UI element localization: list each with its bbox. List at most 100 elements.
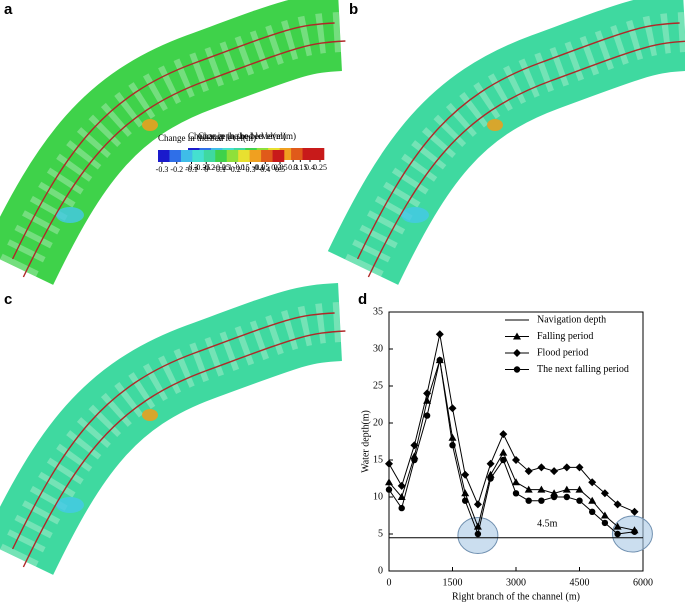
- colorbar-cell: [158, 150, 170, 162]
- colorbar-cell: [291, 148, 303, 160]
- colorbar-cell: [169, 150, 182, 162]
- colorbar-tick-label: -0.3: [156, 165, 169, 174]
- channel-line: [22, 330, 346, 568]
- colorbar-tick-label: 0.2: [231, 165, 241, 174]
- y-tick-label: 15: [373, 454, 383, 465]
- marker: [588, 496, 597, 504]
- legend-label: Navigation depth: [537, 314, 606, 325]
- y-tick-label: 30: [373, 343, 383, 354]
- x-axis-label: Right branch of the channel (m): [452, 591, 580, 602]
- marker: [462, 497, 469, 504]
- colorbar-cell: [302, 148, 315, 160]
- colorbar-tick-label: -0.1: [219, 163, 232, 172]
- colorbar-title: Change in the bed level(m): [158, 133, 256, 143]
- marker: [513, 349, 521, 357]
- marker: [512, 490, 520, 497]
- colorbar-tick-label: -0.2: [203, 163, 216, 172]
- colorbar-title: Change in the bed level(m): [198, 131, 296, 141]
- marker: [410, 441, 419, 450]
- scour-zone: [56, 207, 84, 223]
- colorbar-tick-label: 0.5: [275, 165, 285, 174]
- marker: [512, 456, 520, 464]
- contour-line: [0, 12, 342, 277]
- marker: [589, 508, 596, 515]
- deposit-zone: [142, 119, 158, 131]
- marker: [423, 412, 431, 419]
- marker: [537, 485, 546, 493]
- colorbar-tick-label: 0: [241, 163, 245, 172]
- colorbar-tick-label: -0.2: [170, 165, 183, 174]
- marker: [398, 504, 405, 512]
- marker: [614, 530, 621, 538]
- marker: [550, 493, 558, 501]
- marker: [630, 507, 639, 516]
- channel-line: [356, 22, 680, 260]
- marker: [397, 493, 406, 500]
- marker: [435, 330, 444, 339]
- marker: [576, 497, 583, 504]
- marker: [575, 463, 584, 472]
- series-line: [388, 334, 635, 513]
- marker: [448, 433, 457, 441]
- river-bed: [0, 0, 343, 285]
- colorbar-title: Change in the bed level(m): [188, 131, 286, 141]
- colorbar-cell: [192, 150, 205, 162]
- colorbar-tick-label: 0.4: [305, 163, 315, 172]
- series-line: [388, 359, 635, 531]
- marker: [613, 500, 622, 509]
- colorbar-cell: [311, 148, 325, 160]
- marker: [423, 389, 432, 398]
- marker: [448, 404, 457, 413]
- colorbar-tick-label: 0.4: [260, 165, 270, 174]
- colorbar-cell: [215, 150, 228, 162]
- colorbar-tick-label: -0.25: [213, 163, 230, 172]
- deposit-zone: [142, 409, 158, 421]
- marker: [631, 528, 638, 535]
- marker: [487, 475, 494, 482]
- x-tick-label: 4500: [570, 577, 590, 588]
- x-tick-label: 3000: [506, 577, 526, 588]
- colorbar-cell: [180, 150, 193, 162]
- colorbar-tick-label: 0.25: [313, 163, 327, 172]
- series-line: [388, 359, 635, 536]
- marker: [385, 478, 393, 486]
- panel-label: d: [358, 291, 367, 308]
- river-bed: [327, 0, 685, 285]
- channel-line: [11, 312, 335, 550]
- y-axis-label: Water depth(m): [360, 410, 371, 473]
- marker: [486, 459, 495, 468]
- colorbar-tick-label: 0.3: [246, 165, 256, 174]
- marker: [575, 485, 584, 493]
- marker: [473, 500, 482, 509]
- marker: [537, 463, 546, 472]
- scour-zone: [56, 497, 84, 513]
- colorbar-cell: [261, 150, 273, 162]
- colorbar-cell: [203, 150, 216, 162]
- marker: [563, 493, 570, 501]
- colorbar-cell: [226, 150, 239, 162]
- channel-line: [367, 40, 685, 278]
- marker: [385, 459, 393, 468]
- x-tick-label: 1500: [443, 577, 463, 588]
- colorbar-tick-label: 0.15: [293, 163, 307, 172]
- colorbar-tick-label: 0.1: [254, 163, 264, 172]
- river-bed: [0, 283, 343, 575]
- marker: [461, 489, 470, 497]
- colorbar-cell: [249, 150, 262, 162]
- marker: [525, 497, 532, 504]
- marker: [449, 442, 456, 449]
- marker: [588, 478, 597, 487]
- colorbar-tick-label: -0.1: [185, 165, 198, 174]
- marker: [550, 467, 559, 476]
- marker: [613, 522, 622, 530]
- colorbar-tick-label: -0.05: [253, 163, 270, 172]
- x-tick-label: 6000: [633, 577, 653, 588]
- marker: [524, 485, 533, 493]
- colorbar-tick-label: 0.05: [274, 163, 288, 172]
- colorbar-tick-label: 0: [204, 165, 208, 174]
- contour-line: [0, 302, 342, 567]
- marker: [513, 332, 521, 340]
- legend-label: Falling period: [537, 331, 593, 342]
- contour-line: [344, 12, 685, 277]
- marker: [436, 356, 443, 364]
